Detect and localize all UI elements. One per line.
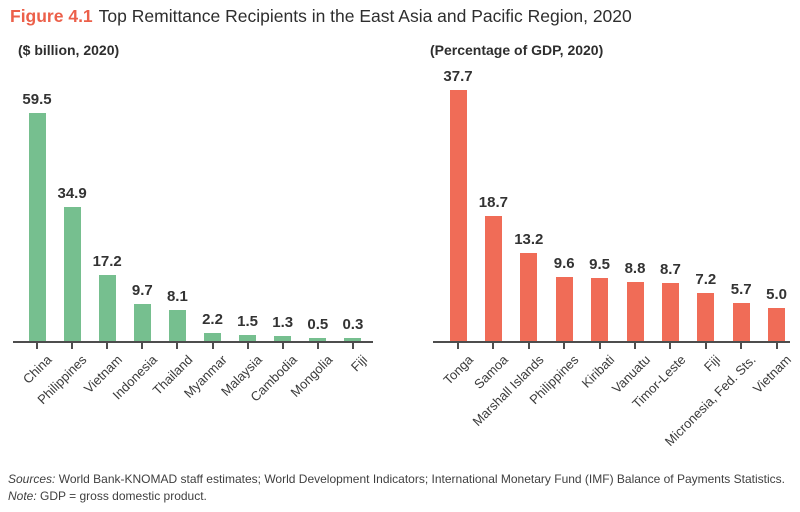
axis-tick [106, 343, 109, 349]
axis-tick [527, 343, 530, 349]
axis-tick [775, 343, 778, 349]
figure-label: Figure 4.1 [10, 6, 93, 26]
axis-tick [281, 343, 284, 349]
bar [555, 277, 573, 341]
bar-value-label: 34.9 [57, 185, 87, 202]
bar [697, 293, 715, 341]
bar [626, 282, 644, 341]
bar [28, 113, 46, 341]
bar-value-label: 8.8 [624, 260, 646, 277]
category-label: Tonga [439, 352, 476, 388]
bar-value-label: 13.2 [514, 231, 544, 248]
category-label: Fiji [348, 352, 371, 375]
axis-tick [704, 343, 707, 349]
bar [168, 310, 186, 341]
x-axis-line [13, 341, 373, 343]
x-axis-line [433, 341, 790, 343]
sources-label: Sources: [8, 472, 56, 486]
bar [274, 336, 292, 341]
note-text: GDP = gross domestic product. [40, 488, 207, 503]
bar-value-label: 17.2 [92, 253, 122, 270]
axis-tick [457, 343, 459, 349]
chart-remittances-gdp-percent: 37.7 Tonga 18.7 Samoa 13.2 Marshall Islands 9.… [433, 68, 794, 449]
bar [309, 338, 327, 341]
figure-header: Figure 4.1 Top Remittance Recipients in t… [10, 6, 632, 27]
axis-tick [246, 343, 249, 349]
axis-tick [211, 343, 214, 349]
left-chart-subtitle: ($ billion, 2020) [18, 42, 120, 58]
bar [449, 90, 467, 341]
category-label: Fiji [701, 352, 724, 375]
bar-value-label: 0.5 [307, 316, 329, 333]
bar-value-label: 5.7 [730, 281, 752, 298]
axis-tick [316, 343, 319, 349]
axis-tick [563, 343, 566, 349]
right-chart-subtitle: (Percentage of GDP, 2020) [430, 42, 604, 58]
bar [63, 207, 81, 341]
category-label: Vietnam [750, 352, 795, 397]
bar [133, 304, 151, 341]
bar [591, 278, 609, 341]
bar-value-label: 8.7 [659, 261, 681, 278]
bar [768, 308, 786, 341]
bar-value-label: 37.7 [443, 68, 473, 85]
bar [520, 253, 538, 341]
bar-value-label: 5.0 [766, 286, 788, 303]
bar-value-label: 2.2 [202, 311, 223, 328]
note-line: Note: GDP = gross domestic product. [8, 488, 798, 505]
bar-value-label: 9.7 [131, 282, 153, 299]
axis-tick [492, 343, 495, 349]
sources-text: World Bank-KNOMAD staff estimates; World… [58, 472, 785, 486]
bar [732, 303, 750, 341]
bar-value-label: 1.3 [272, 314, 294, 331]
bar [204, 333, 221, 341]
bar-value-label: 59.5 [22, 91, 52, 108]
figure-title: Top Remittance Recipients in the East As… [98, 6, 632, 26]
axis-tick [36, 343, 38, 349]
figure-footnotes: Sources: World Bank-KNOMAD staff estimat… [8, 471, 798, 504]
note-label: Note: [8, 488, 37, 503]
sources-line: Sources: World Bank-KNOMAD staff estimat… [8, 471, 798, 488]
bar-value-label: 0.3 [342, 316, 364, 333]
bar [344, 338, 362, 341]
axis-tick [71, 343, 74, 349]
axis-tick [176, 343, 179, 349]
bar-value-label: 18.7 [478, 194, 508, 211]
bar-value-label: 9.5 [589, 256, 611, 273]
axis-tick [598, 343, 601, 349]
bar-value-label: 1.5 [237, 313, 259, 330]
axis-tick [740, 343, 743, 349]
bar [98, 275, 116, 341]
axis-tick [669, 343, 672, 349]
bar [239, 335, 257, 341]
bar [661, 283, 679, 341]
chart-remittances-billion: 59.5 China 34.9 Philippines 17.2 Vietnam 9.7 In… [13, 70, 373, 407]
bar [484, 216, 502, 341]
axis-tick [141, 343, 144, 349]
bar-value-label: 9.6 [553, 255, 575, 272]
axis-tick [634, 343, 636, 349]
axis-tick [351, 343, 354, 349]
bar-value-label: 8.1 [166, 288, 188, 305]
bar-value-label: 7.2 [695, 271, 717, 288]
